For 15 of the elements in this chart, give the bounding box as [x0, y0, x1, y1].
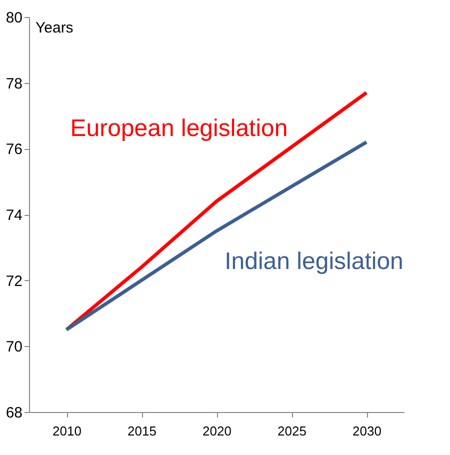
- y-axis-title: Years: [36, 20, 74, 36]
- series-label: Indian legislation: [224, 248, 404, 275]
- y-tick-label: 68: [6, 404, 22, 422]
- series-label: European legislation: [70, 115, 288, 142]
- x-tick-label: 2030: [352, 424, 382, 438]
- x-tick-label: 2015: [128, 424, 156, 438]
- y-tick-label: 72: [6, 272, 22, 290]
- x-tick-label: 2020: [202, 424, 232, 438]
- y-tick-label: 76: [6, 141, 22, 158]
- y-tick-label: 74: [6, 207, 22, 224]
- y-tick-label: 70: [6, 338, 22, 356]
- y-tick-label: 78: [6, 75, 22, 92]
- x-tick-label: 2010: [52, 424, 82, 438]
- y-tick-label: 80: [6, 10, 22, 26]
- x-tick-label: 2025: [278, 424, 306, 438]
